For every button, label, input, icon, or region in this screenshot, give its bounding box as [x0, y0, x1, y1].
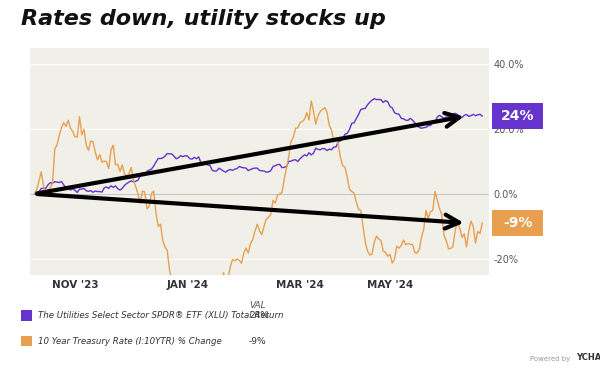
Text: VAL: VAL [249, 301, 266, 310]
Text: 10 Year Treasury Rate (I:10YTR) % Change: 10 Year Treasury Rate (I:10YTR) % Change [38, 337, 221, 346]
Text: 24%: 24% [249, 311, 269, 320]
Text: -9%: -9% [249, 337, 266, 346]
Text: Rates down, utility stocks up: Rates down, utility stocks up [21, 9, 386, 29]
Text: Powered by: Powered by [530, 356, 573, 362]
Text: 24%: 24% [501, 109, 534, 123]
Text: -9%: -9% [503, 216, 532, 230]
Text: YCHARTS: YCHARTS [576, 354, 600, 362]
Text: The Utilities Select Sector SPDR® ETF (XLU) Total Return: The Utilities Select Sector SPDR® ETF (X… [38, 311, 283, 320]
